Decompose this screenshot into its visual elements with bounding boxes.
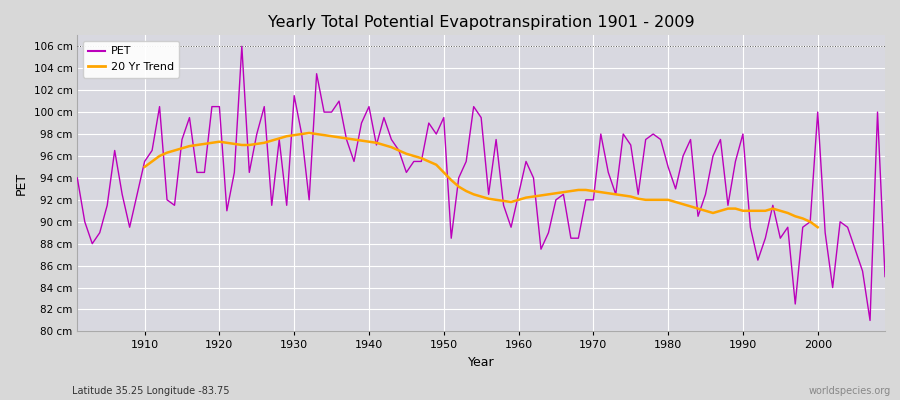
Title: Yearly Total Potential Evapotranspiration 1901 - 2009: Yearly Total Potential Evapotranspiratio… — [268, 15, 695, 30]
Text: worldspecies.org: worldspecies.org — [809, 386, 891, 396]
Legend: PET, 20 Yr Trend: PET, 20 Yr Trend — [83, 41, 179, 78]
Y-axis label: PET: PET — [15, 172, 28, 195]
Text: Latitude 35.25 Longitude -83.75: Latitude 35.25 Longitude -83.75 — [72, 386, 230, 396]
X-axis label: Year: Year — [468, 356, 494, 369]
